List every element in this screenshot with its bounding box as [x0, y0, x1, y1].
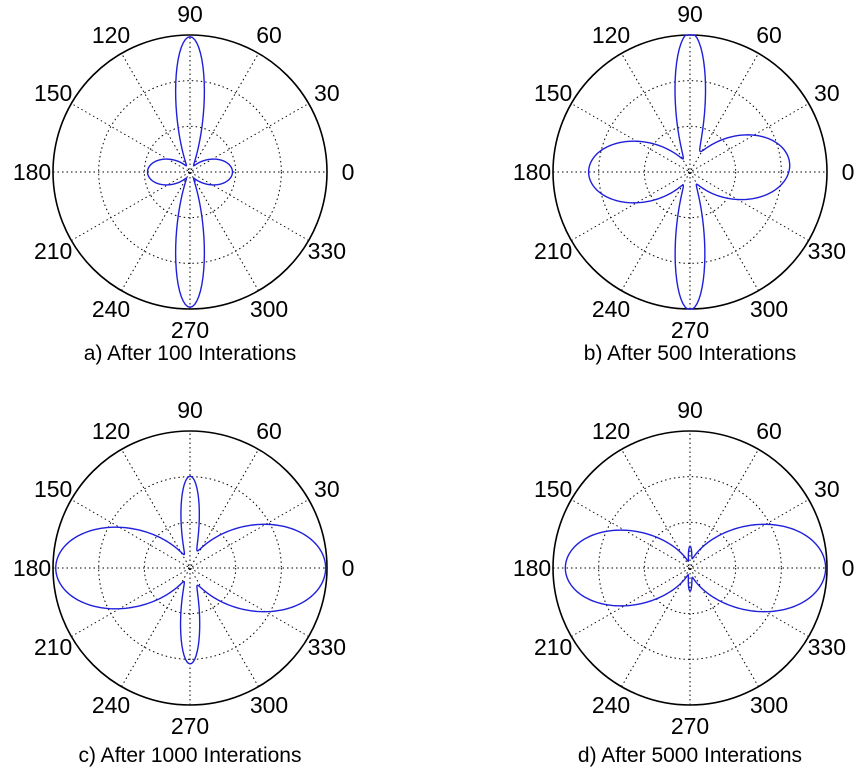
angle-tick-label: 330	[308, 634, 346, 660]
angle-tick-label: 330	[808, 238, 846, 264]
grid-spoke	[71, 103, 309, 241]
angle-tick-label: 90	[177, 397, 203, 423]
grid-spoke	[71, 499, 309, 637]
angle-tick-label: 240	[592, 296, 630, 322]
chart-caption: b) After 500 Interations	[584, 342, 796, 365]
grid-ring	[143, 125, 237, 219]
grid-spoke	[621, 53, 759, 291]
angle-tick-label: 30	[314, 476, 340, 502]
polar-chart-4: 0 30 60 90 120 150 180 210 240 270 300 330 d) After …	[513, 397, 855, 767]
radiation-pattern-line	[146, 36, 234, 308]
angle-tick-label: 180	[513, 159, 551, 185]
angle-tick-label: 210	[534, 238, 572, 264]
chart-caption: a) After 100 Interations	[84, 342, 296, 365]
grid-spoke	[121, 449, 259, 687]
angle-tick-label: 180	[13, 555, 51, 581]
angle-tick-label: 90	[177, 1, 203, 27]
angle-tick-label: 300	[750, 692, 788, 718]
angle-tick-label: 240	[592, 692, 630, 718]
grid-ring	[643, 521, 737, 615]
angle-tick-label: 270	[671, 713, 709, 739]
radiation-pattern-line	[587, 34, 791, 310]
angle-tick-label: 210	[534, 634, 572, 660]
grid-spoke	[71, 103, 309, 241]
angle-tick-label: 60	[256, 418, 282, 444]
angle-tick-label: 120	[592, 22, 630, 48]
grid-spoke	[571, 499, 809, 637]
angle-tick-label: 120	[92, 418, 130, 444]
angle-tick-label: 0	[342, 159, 355, 185]
angle-tick-label: 150	[34, 80, 72, 106]
grid-spoke	[621, 449, 759, 687]
grid-spoke	[71, 499, 309, 637]
angle-tick-label: 270	[171, 713, 209, 739]
grid-spoke	[121, 53, 259, 291]
angle-tick-label: 330	[808, 634, 846, 660]
angle-tick-label: 180	[13, 159, 51, 185]
angle-tick-label: 90	[677, 1, 703, 27]
angle-tick-label: 270	[171, 317, 209, 343]
angle-tick-label: 210	[34, 238, 72, 264]
angle-tick-label: 60	[256, 22, 282, 48]
polar-chart-3: 0 30 60 90 120 150 180 210 240 270 300 330 c) After …	[13, 397, 355, 767]
angle-tick-label: 120	[92, 22, 130, 48]
grid-ring	[598, 80, 782, 264]
grid-ring	[598, 476, 782, 660]
grid-ring	[98, 80, 282, 264]
angle-tick-label: 300	[250, 692, 288, 718]
angle-tick-label: 150	[534, 476, 572, 502]
grid-ring	[643, 125, 737, 219]
angle-tick-label: 240	[92, 296, 130, 322]
angle-tick-label: 270	[671, 317, 709, 343]
angle-tick-label: 240	[92, 692, 130, 718]
angle-tick-label: 0	[342, 555, 355, 581]
angle-tick-label: 330	[308, 238, 346, 264]
angle-tick-label: 210	[34, 634, 72, 660]
angle-tick-label: 300	[750, 296, 788, 322]
angle-tick-label: 150	[534, 80, 572, 106]
polar-chart-1: 0 30 60 90 120 150 180 210 240 270 300 330 a) After …	[13, 1, 355, 365]
chart-caption: c) After 1000 Interations	[79, 744, 302, 767]
grid-spoke	[571, 103, 809, 241]
grid-ring	[98, 476, 282, 660]
angle-tick-label: 150	[34, 476, 72, 502]
angle-tick-label: 180	[513, 555, 551, 581]
grid-ring	[143, 521, 237, 615]
angle-tick-label: 60	[756, 418, 782, 444]
grid-spoke	[571, 103, 809, 241]
radiation-pattern-line	[55, 475, 327, 665]
radiation-pattern-line	[564, 523, 827, 613]
angle-tick-label: 60	[756, 22, 782, 48]
angle-tick-label: 30	[314, 80, 340, 106]
grid-spoke	[621, 53, 759, 291]
angle-tick-label: 0	[842, 555, 855, 581]
angle-tick-label: 0	[842, 159, 855, 185]
grid-spoke	[121, 53, 259, 291]
angle-tick-label: 30	[814, 476, 840, 502]
angle-tick-label: 90	[677, 397, 703, 423]
grid-spoke	[621, 449, 759, 687]
polar-chart-2: 0 30 60 90 120 150 180 210 240 270 300 330 b) After …	[513, 1, 855, 365]
angle-tick-label: 300	[250, 296, 288, 322]
chart-caption: d) After 5000 Interations	[578, 744, 802, 767]
angle-tick-label: 30	[814, 80, 840, 106]
grid-spoke	[571, 499, 809, 637]
grid-spoke	[121, 449, 259, 687]
angle-tick-label: 120	[592, 418, 630, 444]
